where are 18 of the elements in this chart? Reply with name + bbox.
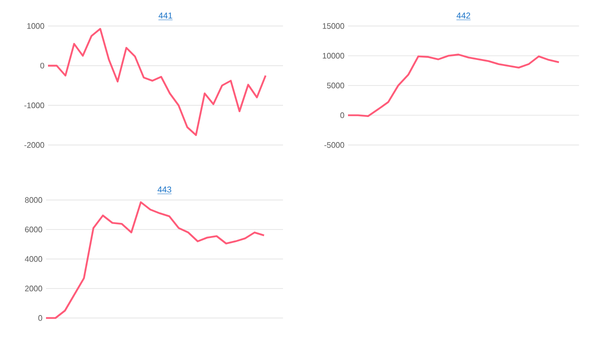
y-tick-label: -5000 [324, 142, 344, 148]
y-tick-label: 2000 [25, 286, 42, 292]
y-tick-label: 15000 [322, 23, 344, 29]
y-tick-label: -2000 [24, 142, 44, 148]
y-tick-label: 8000 [25, 197, 42, 203]
chart-title: 442 [456, 12, 470, 18]
y-tick-label: 5000 [326, 82, 344, 88]
y-tick-label: 10000 [322, 52, 344, 59]
y-tick-label: 0 [38, 315, 42, 321]
y-tick-label: 6000 [25, 226, 42, 232]
y-tick-label: 0 [340, 112, 344, 118]
chart-title: 443 [158, 186, 172, 192]
line-series [47, 28, 266, 136]
y-tick-label: 4000 [24, 256, 42, 262]
y-tick-label: 1000 [27, 23, 44, 29]
y-tick-label: 0 [40, 62, 44, 68]
y-tick-label: -1000 [24, 102, 44, 108]
chart-title: 441 [158, 12, 172, 18]
